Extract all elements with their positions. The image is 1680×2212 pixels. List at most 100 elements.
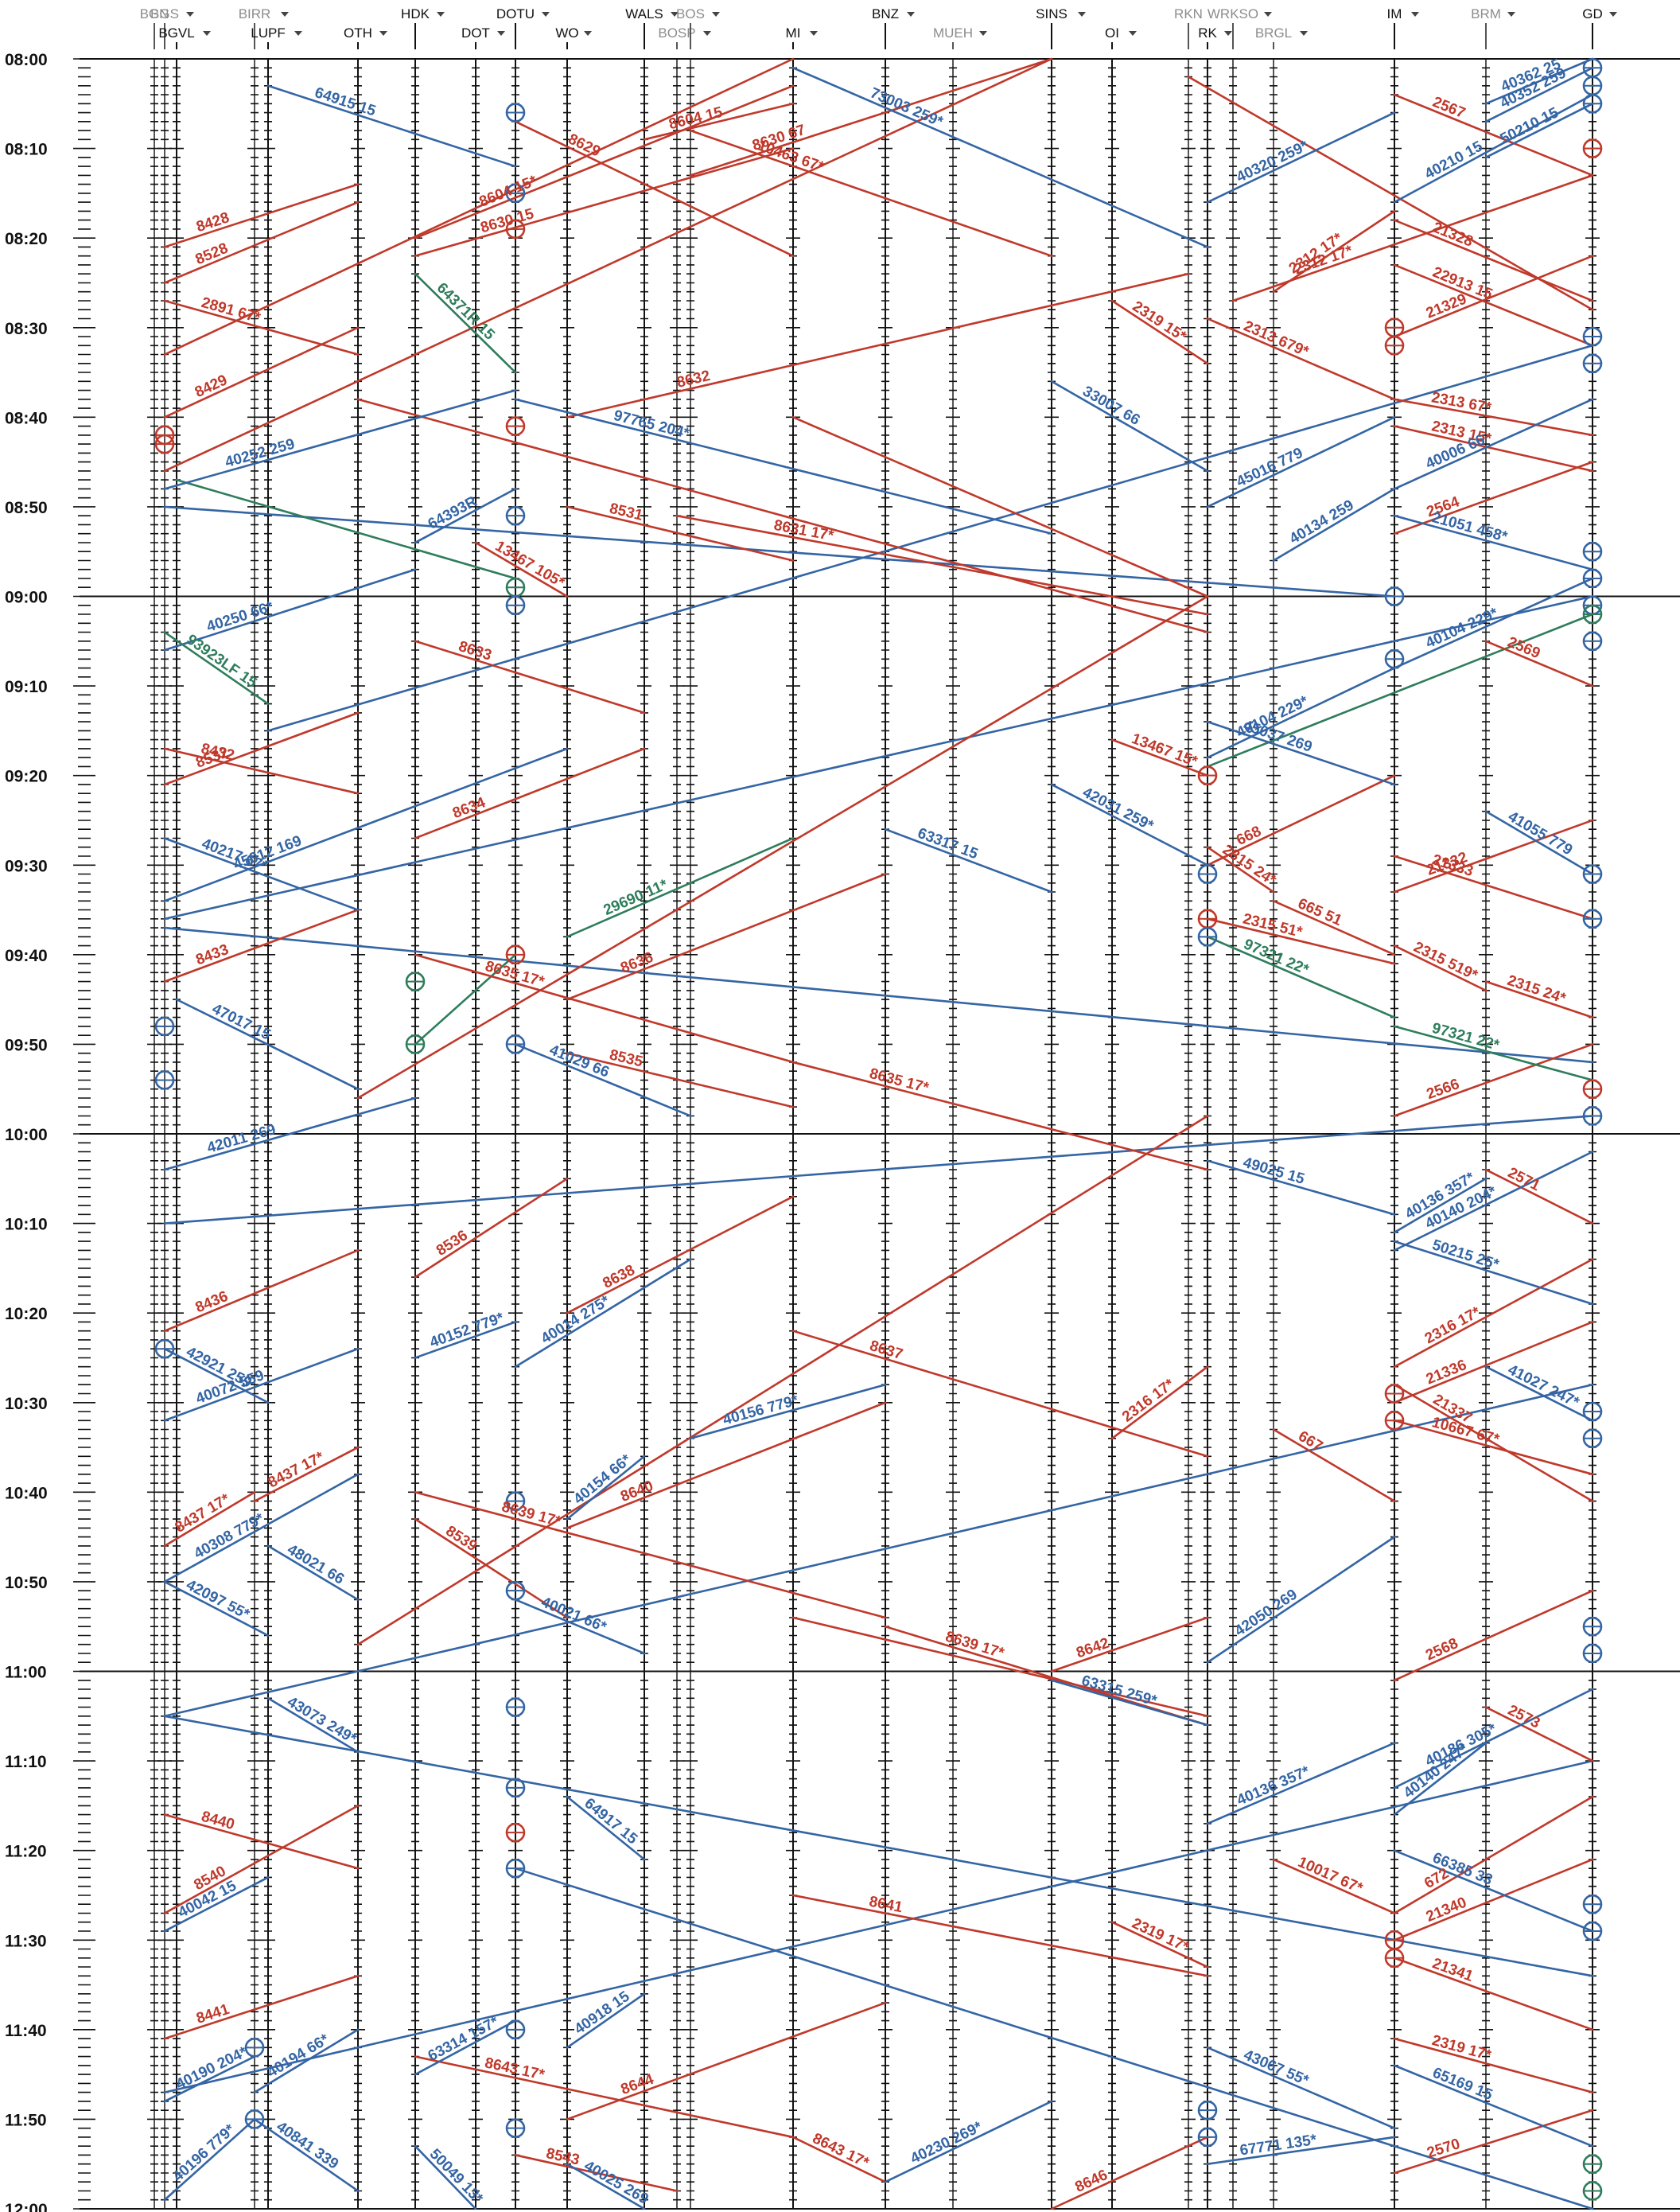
train-path[interactable] [414,2019,517,2076]
train-path[interactable] [163,909,360,983]
station-code[interactable]: BOSP [658,25,695,41]
train-number-label[interactable]: 2315 24* [1505,972,1568,1007]
train-path[interactable] [1484,1168,1594,1225]
train-path[interactable] [884,2100,1053,2183]
train-path[interactable] [1393,255,1594,338]
train-path[interactable] [514,1258,692,1369]
chevron-down-icon[interactable] [1264,12,1272,17]
train-path[interactable] [791,1894,1209,1977]
train-path[interactable] [514,1043,692,1117]
train-number-label[interactable]: 2316 17* [1422,1303,1484,1347]
train-path[interactable] [253,1446,360,1502]
train-path[interactable] [1187,76,1594,311]
train-path[interactable] [514,398,1053,535]
train-path[interactable] [163,1876,270,1933]
train-path[interactable] [1206,667,1396,759]
train-path[interactable] [266,1696,360,1754]
train-number-label[interactable]: 40190 204* [173,2043,251,2093]
train-number-label[interactable]: 64371R 15 [434,280,498,344]
station-code[interactable]: BNZ [872,6,899,21]
train-path[interactable] [1393,1419,1594,1476]
train-path[interactable] [1050,380,1209,473]
train-path[interactable] [566,2001,887,2120]
station-header-oth[interactable]: OTH [344,25,387,49]
halt-marker-icon[interactable] [154,1016,175,1037]
train-path[interactable] [163,1974,360,2040]
train-number-label[interactable]: 8437 17* [266,1448,328,1491]
halt-marker-icon[interactable] [1582,1106,1603,1126]
halt-marker-icon[interactable] [1582,604,1603,625]
halt-marker-icon[interactable] [505,219,526,240]
chevron-down-icon[interactable] [542,12,550,17]
station-header-im[interactable]: IM [1387,6,1419,49]
chevron-down-icon[interactable] [703,31,711,36]
station-header-dotu[interactable]: DOTU [496,6,550,49]
halt-marker-icon[interactable] [505,1580,526,1601]
train-number-label[interactable]: 42097 55* [183,1576,252,1623]
halt-marker-icon[interactable] [1197,864,1218,884]
train-path[interactable] [689,1383,887,1440]
halt-marker-icon[interactable] [505,1858,526,1879]
halt-marker-icon[interactable] [244,2038,265,2058]
station-header-mueh[interactable]: MUEH [933,25,987,49]
train-path[interactable] [1110,299,1209,365]
train-path[interactable] [566,2163,646,2210]
train-path[interactable] [1484,640,1594,687]
train-path[interactable] [1050,1679,1209,1727]
halt-marker-icon[interactable] [1582,1921,1603,1941]
train-number-label[interactable]: 41055 779 [1505,808,1575,859]
train-path[interactable] [1206,936,1396,1018]
train-number-label[interactable]: 42031 259* [1079,785,1157,835]
train-path[interactable] [414,1517,569,1619]
station-code[interactable]: DOT [461,25,490,41]
train-number-label[interactable]: 8643 17* [810,2130,872,2171]
train-path[interactable] [1393,93,1594,204]
train-path[interactable] [414,488,517,544]
train-path[interactable] [1393,1742,1488,1816]
train-path[interactable] [474,541,569,598]
halt-marker-icon[interactable] [505,2118,526,2138]
train-number-label[interactable]: 8641 [868,1894,904,1917]
train-path[interactable] [1206,1159,1396,1216]
train-path[interactable] [163,1813,360,1870]
train-path[interactable] [689,129,1053,257]
train-number-label[interactable]: 40320 259* [1234,138,1311,186]
station-header-oi[interactable]: OI [1105,25,1137,49]
chevron-down-icon[interactable] [1609,12,1617,17]
train-path[interactable] [566,873,887,1001]
station-header-mi[interactable]: MI [786,25,818,49]
train-path[interactable] [1393,1858,1594,1941]
train-path[interactable] [1393,2037,1594,2093]
station-code[interactable]: BRGL [1255,25,1292,41]
train-path[interactable] [356,595,1209,1100]
train-path[interactable] [566,1795,646,1861]
halt-marker-icon[interactable] [1197,2100,1218,2120]
train-path[interactable] [1393,819,1594,894]
train-path[interactable] [163,1347,360,1422]
train-path[interactable] [163,201,360,284]
train-path[interactable] [175,998,360,1091]
train-path[interactable] [514,120,795,257]
train-path[interactable] [1393,2109,1594,2175]
train-path[interactable] [163,837,360,911]
train-path[interactable] [266,84,517,168]
train-number-label[interactable]: 8635 17* [868,1065,931,1097]
train-path[interactable] [566,1401,887,1529]
train-path[interactable] [1206,111,1396,204]
train-number-label[interactable]: 667 [1295,1428,1325,1455]
train-path[interactable] [1484,1706,1594,1762]
train-number-label[interactable]: 8638 [601,1262,638,1292]
station-header-bgn[interactable]: BGN [140,6,169,49]
train-path[interactable] [1393,425,1594,473]
station-code[interactable]: BRM [1471,6,1501,21]
train-path[interactable] [514,1599,646,1655]
halt-marker-icon[interactable] [505,1822,526,1843]
train-number-label[interactable]: 48021 66 [284,1541,347,1588]
station-code[interactable]: BGS [150,6,179,21]
train-path[interactable] [266,344,1594,732]
train-path[interactable] [1484,810,1594,875]
train-number-label[interactable]: 8535 [608,1046,644,1070]
chevron-down-icon[interactable] [979,31,987,36]
train-path[interactable] [163,631,270,705]
halt-marker-icon[interactable] [154,434,175,454]
